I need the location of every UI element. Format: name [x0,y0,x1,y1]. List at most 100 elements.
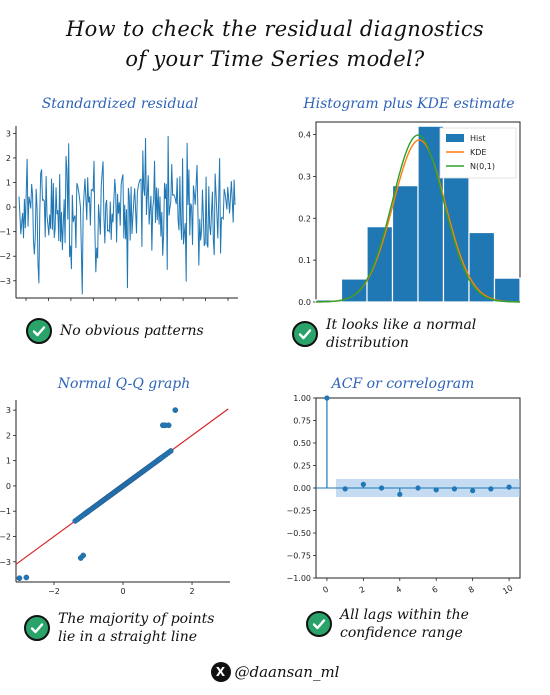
y-tick-label: 0.4 [298,131,311,140]
y-tick-label: 1.00 [293,394,311,403]
qq-point [16,575,23,582]
acf-note: All lags within the confidence range [306,606,469,642]
y-tick-label: −2 [0,533,11,542]
acf-note-text: All lags within the confidence range [340,606,469,642]
x-tick-label: 10 [501,583,514,596]
acf-point [415,485,421,491]
x-tick-label: 4 [394,585,403,595]
histogram-bar [493,277,521,303]
qq-svg: 3 2 1 0 −1 −2 −3 −2 0 2 [0,400,230,596]
x-tick-label: 2 [358,585,367,595]
y-tick-label: −0.50 [286,529,311,538]
qq-point [158,455,164,462]
acf-point [324,395,330,401]
page-title: How to check the residual diagnostics of… [0,14,550,74]
qq-note-line-1: The majority of points [58,611,215,627]
acf-point [470,488,476,494]
histogram-bar [391,185,419,303]
y-tick-label: 0 [6,482,11,491]
acf-point [342,486,348,492]
footer: X @daansan_ml [0,662,550,682]
histogram-note-line-2: distribution [326,335,409,351]
qq-point [165,422,172,429]
y-tick-label: 2 [6,154,11,163]
qq-note-text: The majority of points lie in a straight… [58,610,214,646]
legend-label: N(0,1) [470,162,495,171]
acf-note-line-2: confidence range [340,625,463,641]
histogram-title: Histogram plus KDE estimate [303,96,515,112]
acf-note-line-1: All lags within the [340,607,469,623]
y-tick-label: 2 [6,431,11,440]
acf-point [451,486,458,492]
acf-point [433,487,439,493]
qq-point [80,552,87,559]
title-line-1: How to check the residual diagnostics [65,17,484,41]
y-tick-label: 0.50 [293,439,311,448]
x-tick-label: 0 [120,587,125,596]
histogram-note: It looks like a normal distribution [292,316,476,352]
x-logo-icon: X [210,662,231,682]
y-tick-label: −0.25 [286,507,311,516]
qq-note: The majority of points lie in a straight… [24,610,214,646]
author-handle: @daansan_ml [234,663,340,681]
standardized-residual-note-text: No obvious patterns [60,323,204,339]
y-tick-label: 3 [6,129,11,138]
acf-title: ACF or correlogram [331,376,475,392]
standardized-residual-title: Standardized residual [41,96,199,112]
title-line-2: of your Time Series model? [125,47,425,71]
qq-point [172,407,179,413]
check-icon [24,615,50,641]
histogram-note-line-1: It looks like a normal [326,317,477,333]
y-tick-label: 0.25 [293,462,311,471]
legend-label: KDE [470,148,486,157]
legend-swatch [446,134,464,142]
residual-line [18,135,236,295]
y-tick-label: −1 [0,507,11,516]
y-tick-label: −3 [0,558,11,567]
y-tick-label: 0.3 [298,172,311,181]
y-tick-label: 1 [6,457,11,466]
qq-title: Normal Q-Q graph [57,376,191,392]
acf-chart: 1.00 0.75 0.50 0.25 0.00 −0.25 −0.50 −0.75 −1.00… [276,392,536,601]
legend-label: Hist [470,134,486,143]
y-tick-label: −1 [0,228,11,237]
standardized-residual-chart: 3 2 1 0 −1 −2 −3 [0,118,250,310]
x-tick-label: 8 [467,585,476,595]
normal-curve [315,134,521,303]
qq-point [167,448,174,454]
acf-svg: 1.00 0.75 0.50 0.25 0.00 −0.25 −0.50 −0.75 −1.00… [286,394,521,596]
acf-point [397,491,403,497]
check-icon [306,611,332,637]
histogram-svg: 0.4 0.3 0.2 0.1 0.0 Hist KDE N(0,1) [298,121,521,307]
histogram-bar [468,231,496,303]
y-tick-label: 3 [6,406,11,415]
y-tick-label: 0.2 [298,214,311,223]
y-tick-label: 0 [6,203,11,212]
x-tick-label: −2 [48,587,60,596]
y-tick-label: −3 [0,277,11,286]
acf-point [506,484,512,490]
histogram-note-text: It looks like a normal distribution [326,316,476,352]
histogram-chart: 0.4 0.3 0.2 0.1 0.0 Hist KDE N(0,1) [276,118,526,316]
x-tick-label: 2 [189,587,194,596]
histogram-bar [366,226,394,303]
y-tick-label: −1.00 [286,574,311,583]
y-tick-label: 0.75 [293,417,311,426]
acf-point [378,485,385,491]
check-icon [292,321,318,347]
acf-point [360,481,366,487]
qq-chart: 3 2 1 0 −1 −2 −3 −2 0 2 [0,392,250,596]
y-tick-label: −0.75 [286,552,311,561]
x-tick-label: 0 [321,585,330,595]
check-icon [26,318,52,344]
qq-note-line-2: lie in a straight line [58,629,198,645]
y-tick-label: 0.0 [298,298,311,307]
x-tick-label: 6 [431,585,440,595]
y-tick-label: 0.00 [293,484,311,493]
y-tick-label: 0.1 [298,256,311,265]
standardized-residual-svg: 3 2 1 0 −1 −2 −3 [0,126,238,301]
y-tick-label: −2 [0,252,11,261]
acf-point [488,486,494,492]
standardized-residual-note: No obvious patterns [26,318,204,344]
y-tick-label: 1 [6,179,11,188]
